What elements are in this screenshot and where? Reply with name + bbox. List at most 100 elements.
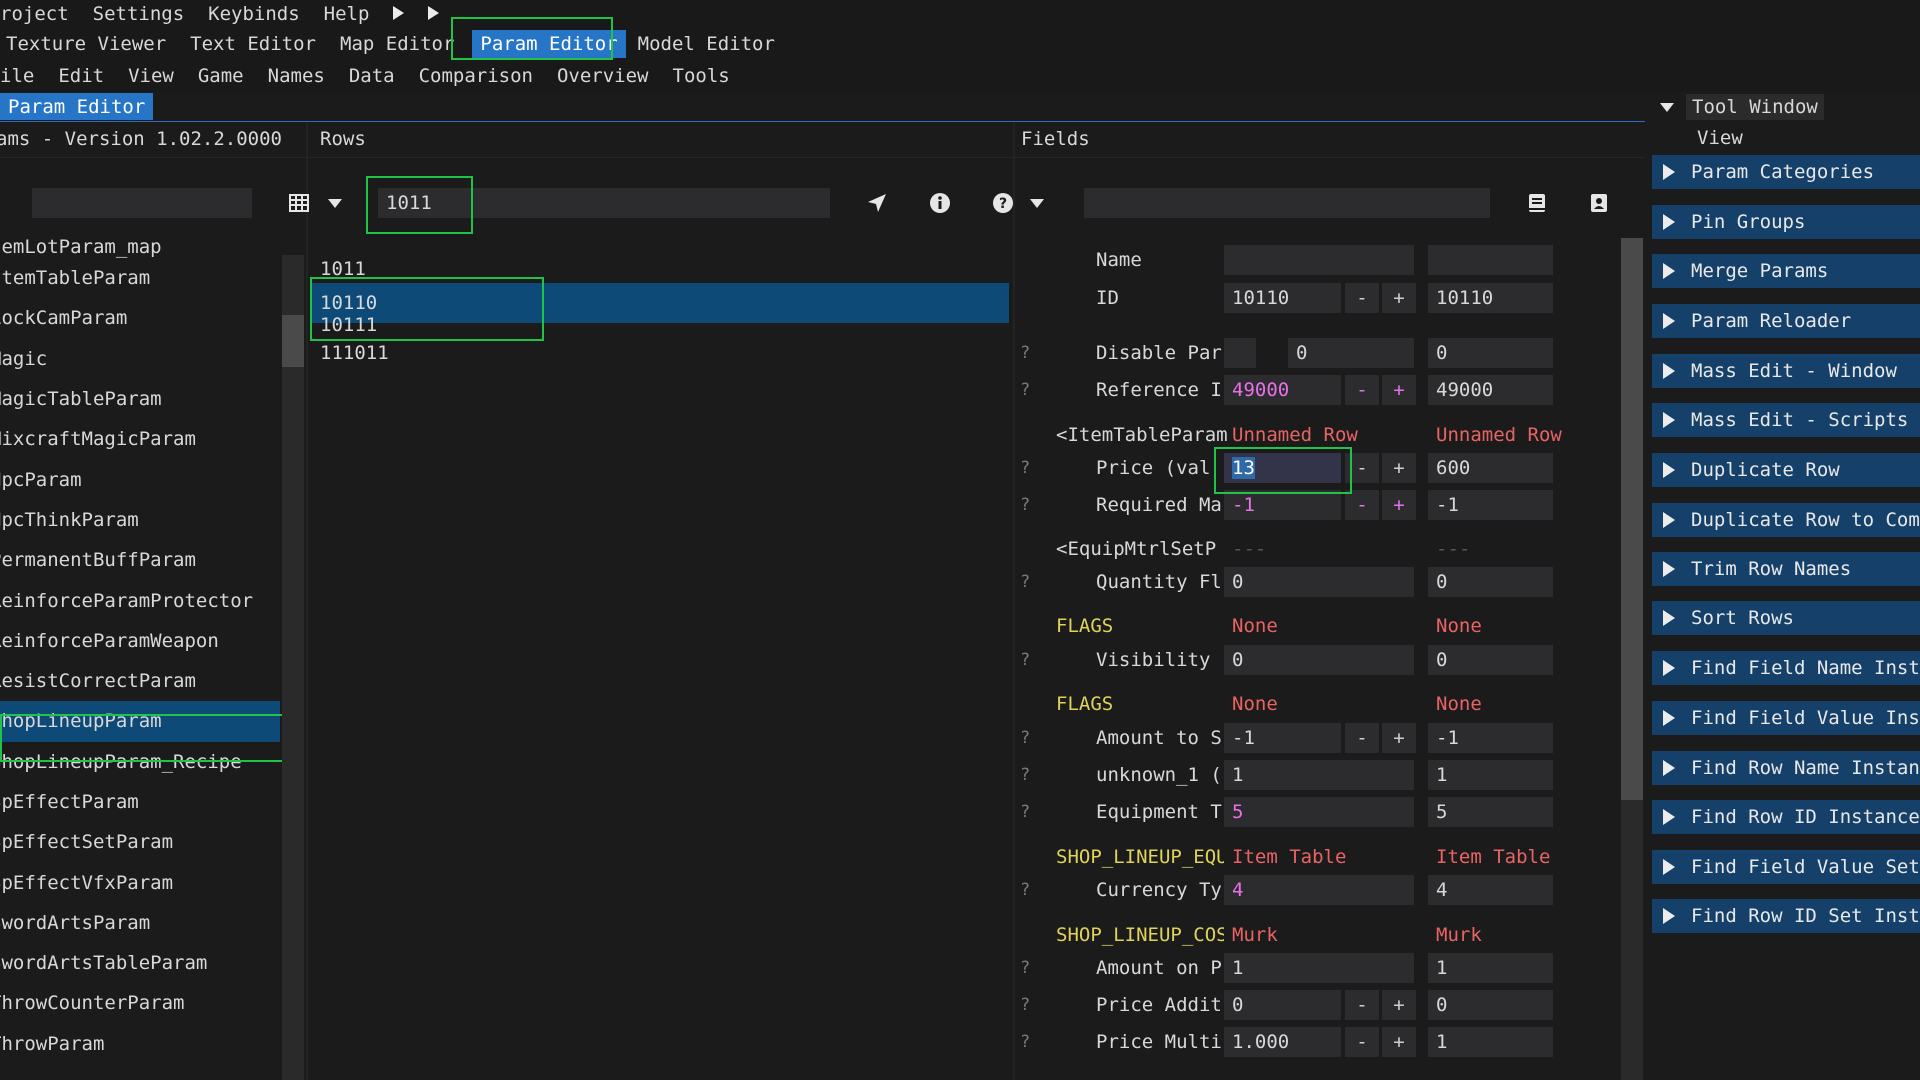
menu-tools[interactable]: Tools bbox=[672, 65, 730, 87]
param-editor-window-tab[interactable]: Param Editor bbox=[0, 93, 154, 120]
goto-arrow-icon[interactable] bbox=[862, 188, 892, 218]
menu-game[interactable]: Game bbox=[197, 65, 244, 87]
table-row[interactable]: 1011 bbox=[320, 258, 366, 280]
price-increment-button[interactable]: + bbox=[1382, 453, 1416, 483]
menu-overview[interactable]: Overview bbox=[556, 65, 649, 87]
fields-scrollbar[interactable] bbox=[1621, 238, 1643, 1080]
field-help-icon[interactable]: ? bbox=[1020, 802, 1031, 822]
field-help-icon[interactable]: ? bbox=[1020, 995, 1031, 1015]
menu-comparison[interactable]: Comparison bbox=[418, 65, 533, 87]
equipment-value-input[interactable]: 5 bbox=[1224, 797, 1414, 827]
disable-checkbox[interactable] bbox=[1224, 338, 1256, 368]
menu-file[interactable]: ile bbox=[0, 65, 35, 87]
list-item[interactable]: NpcParam bbox=[0, 468, 82, 491]
tool-item-mass-edit-window[interactable]: Mass Edit - Window bbox=[1652, 354, 1920, 388]
tab-param-editor[interactable]: Param Editor bbox=[472, 30, 626, 58]
price-add-value-input[interactable]: 0 bbox=[1224, 990, 1341, 1020]
required-decrement-button[interactable]: - bbox=[1345, 490, 1379, 520]
field-help-icon[interactable]: ? bbox=[1020, 572, 1031, 592]
price-mul-increment-button[interactable]: + bbox=[1382, 1027, 1416, 1057]
reference-increment-button[interactable]: + bbox=[1382, 375, 1416, 405]
id-decrement-button[interactable]: - bbox=[1345, 283, 1379, 313]
info-icon[interactable] bbox=[925, 188, 955, 218]
tool-item-find-row-id-instances[interactable]: Find Row ID Instances bbox=[1652, 800, 1920, 834]
field-help-icon[interactable]: ? bbox=[1020, 495, 1031, 515]
list-item[interactable]: ReinforceParamWeapon bbox=[0, 629, 219, 652]
tool-item-find-row-name-instanc[interactable]: Find Row Name Instanc bbox=[1652, 751, 1920, 785]
required-value-input[interactable]: -1 bbox=[1224, 490, 1341, 520]
params-scrollbar-thumb[interactable] bbox=[282, 315, 304, 367]
field-search-input[interactable] bbox=[1084, 188, 1490, 218]
play-icon[interactable] bbox=[381, 3, 416, 25]
menu-data[interactable]: Data bbox=[348, 65, 395, 87]
fields-chevron-down-icon[interactable] bbox=[1022, 188, 1052, 218]
tool-window-header[interactable]: Tool Window bbox=[1652, 93, 1824, 121]
menu-edit[interactable]: Edit bbox=[58, 65, 105, 87]
tab-map-editor[interactable]: Map Editor bbox=[340, 33, 455, 55]
field-help-icon[interactable]: ? bbox=[1020, 343, 1031, 363]
param-search-input[interactable] bbox=[32, 188, 252, 218]
tool-item-duplicate-row-to-comm[interactable]: Duplicate Row to Comm bbox=[1652, 503, 1920, 537]
field-help-icon[interactable]: ? bbox=[1020, 728, 1031, 748]
quantity-value-input[interactable]: 0 bbox=[1224, 567, 1414, 597]
field-help-icon[interactable]: ? bbox=[1020, 650, 1031, 670]
tool-item-sort-rows[interactable]: Sort Rows bbox=[1652, 601, 1920, 635]
field-help-icon[interactable]: ? bbox=[1020, 380, 1031, 400]
tool-item-find-row-id-set-insta[interactable]: Find Row ID Set Insta bbox=[1652, 899, 1920, 933]
list-item[interactable]: temLotParam_map bbox=[0, 238, 162, 258]
list-item[interactable]: SpEffectVfxParam bbox=[0, 871, 174, 894]
tool-item-mass-edit-scripts[interactable]: Mass Edit - Scripts bbox=[1652, 403, 1920, 437]
list-item[interactable]: SwordArtsTableParam bbox=[0, 952, 208, 975]
menu-settings[interactable]: Settings bbox=[92, 3, 185, 25]
tool-item-duplicate-row[interactable]: Duplicate Row bbox=[1652, 453, 1920, 487]
amount-on-value-input[interactable]: 1 bbox=[1224, 953, 1414, 983]
book-icon[interactable] bbox=[1522, 188, 1552, 218]
tool-item-pin-groups[interactable]: Pin Groups bbox=[1652, 205, 1920, 239]
list-item[interactable]: SwordArtsParam bbox=[0, 911, 151, 934]
itemtable-link[interactable]: Unnamed Row bbox=[1232, 424, 1358, 446]
list-item[interactable]: NpcThinkParam bbox=[0, 508, 139, 531]
params-scrollbar[interactable] bbox=[282, 255, 304, 1080]
price-add-increment-button[interactable]: + bbox=[1382, 990, 1416, 1020]
tool-item-find-field-value-set[interactable]: Find Field Value Set bbox=[1652, 850, 1920, 884]
price-decrement-button[interactable]: - bbox=[1345, 453, 1379, 483]
tool-item-merge-params[interactable]: Merge Params bbox=[1652, 254, 1920, 288]
list-item[interactable]: ThrowCounterParam bbox=[0, 992, 185, 1015]
list-item[interactable]: LockCamParam bbox=[0, 307, 128, 330]
play-alt-icon[interactable] bbox=[416, 3, 451, 25]
list-item-selected[interactable]: ShopLineupParam bbox=[0, 701, 280, 742]
field-help-icon[interactable]: ? bbox=[1020, 880, 1031, 900]
tool-item-param-reloader[interactable]: Param Reloader bbox=[1652, 304, 1920, 338]
contact-book-icon[interactable] bbox=[1584, 188, 1614, 218]
price-mul-decrement-button[interactable]: - bbox=[1345, 1027, 1379, 1057]
chevron-down-icon[interactable] bbox=[320, 188, 350, 218]
list-item[interactable]: SpEffectSetParam bbox=[0, 831, 174, 854]
list-item[interactable]: PermanentBuffParam bbox=[0, 549, 196, 572]
row-search-input[interactable]: 1011 bbox=[378, 188, 830, 218]
list-item[interactable]: ResistCorrectParam bbox=[0, 670, 196, 693]
tab-texture-viewer[interactable]: Texture Viewer bbox=[6, 33, 167, 55]
unknown1-value-input[interactable]: 1 bbox=[1224, 760, 1414, 790]
reference-decrement-button[interactable]: - bbox=[1345, 375, 1379, 405]
tab-model-editor[interactable]: Model Editor bbox=[637, 33, 775, 55]
amount-to-value-input[interactable]: -1 bbox=[1224, 723, 1341, 753]
tool-window-view-menu[interactable]: View bbox=[1697, 127, 1743, 149]
help-icon[interactable]: ? bbox=[988, 188, 1018, 218]
tool-item-trim-row-names[interactable]: Trim Row Names bbox=[1652, 552, 1920, 586]
tab-text-editor[interactable]: Text Editor bbox=[190, 33, 316, 55]
list-item[interactable]: MixcraftMagicParam bbox=[0, 428, 196, 451]
field-help-icon[interactable]: ? bbox=[1020, 1032, 1031, 1052]
menu-view[interactable]: View bbox=[128, 65, 174, 87]
required-increment-button[interactable]: + bbox=[1382, 490, 1416, 520]
list-item[interactable]: ShopLineupParam_Recipe bbox=[0, 750, 242, 773]
collapse-icon[interactable] bbox=[1660, 102, 1674, 112]
menu-keybinds[interactable]: Keybinds bbox=[208, 3, 300, 25]
field-help-icon[interactable]: ? bbox=[1020, 458, 1031, 478]
amount-to-decrement-button[interactable]: - bbox=[1345, 723, 1379, 753]
list-item[interactable]: ThrowParam bbox=[0, 1032, 105, 1055]
table-row[interactable]: 10111 bbox=[320, 314, 378, 336]
field-help-icon[interactable]: ? bbox=[1020, 958, 1031, 978]
visibility-value-input[interactable]: 0 bbox=[1224, 645, 1414, 675]
fields-scrollbar-thumb[interactable] bbox=[1621, 238, 1643, 800]
field-help-icon[interactable]: ? bbox=[1020, 765, 1031, 785]
